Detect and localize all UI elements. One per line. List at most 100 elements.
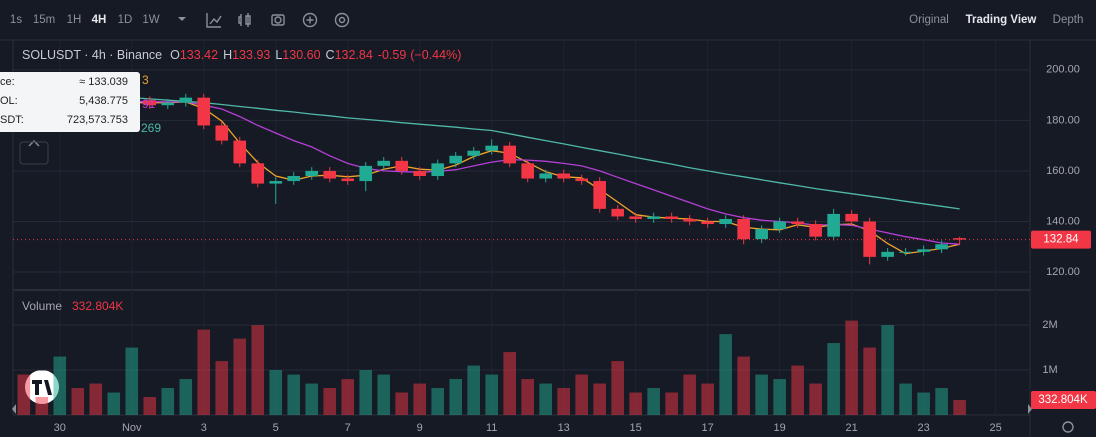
candle-body (215, 125, 229, 141)
candle-body (467, 150, 481, 156)
candle-body (413, 170, 427, 176)
interval-button[interactable]: 4H (92, 14, 107, 26)
candle-body (287, 175, 301, 182)
interval-button[interactable]: 1W (142, 14, 159, 26)
ma-legend-value: 3 (142, 73, 149, 87)
volume-bar (449, 379, 463, 415)
volume-bar (539, 383, 552, 415)
candle-body (395, 160, 409, 171)
ohlc-label: O (170, 48, 180, 62)
interval-button[interactable]: 15m (33, 14, 55, 26)
candle-body (323, 170, 337, 179)
volume-bar (935, 388, 948, 415)
ma-legend-value: 91 (142, 97, 156, 111)
volume-bar (251, 325, 265, 415)
x-tick-label: 7 (345, 422, 351, 434)
ohlc-label: C (325, 48, 335, 62)
interval-button[interactable]: 1H (67, 14, 82, 26)
add-icon-cross (306, 16, 314, 24)
volume-bar (557, 388, 570, 415)
candle-body (809, 224, 822, 237)
candle-body (485, 145, 499, 151)
volume-bar (665, 392, 678, 415)
candle-body (233, 140, 247, 164)
candle-body (161, 102, 175, 106)
candle-body (845, 213, 858, 222)
add-icon[interactable] (302, 12, 318, 28)
candle-body (719, 218, 732, 225)
tooltip-label: ce: (0, 76, 15, 88)
volume-bar (809, 383, 822, 415)
interval-dropdown[interactable] (178, 17, 186, 21)
volume-bar (215, 361, 229, 415)
volume-bar (503, 352, 517, 415)
candle-body (629, 216, 642, 219)
indicators-icon[interactable] (206, 13, 222, 28)
volume-bar (359, 370, 373, 415)
volume-tick-label: 1M (1042, 364, 1057, 376)
candle-body (521, 163, 534, 179)
volume-bar (143, 397, 157, 415)
ohlc-label: L (275, 48, 283, 62)
change-percent: (−0.44%) (410, 48, 462, 62)
symbol-legend: SOLUSDT · 4h · Binance O 133.42 H 133.93 L 130… (22, 48, 463, 62)
volume-bar (647, 388, 660, 415)
settings-icon-core (338, 16, 346, 24)
y-tick-label: 180.00 (1046, 114, 1080, 126)
candle-body (899, 251, 912, 253)
crosshair-tooltip: ce: ≈ 133.039 OL: 5,438.775 SDT: 723,573.753 (0, 72, 140, 132)
x-tick-label: 21 (846, 422, 858, 434)
volume-bar (773, 379, 786, 415)
x-tick-label: 5 (273, 422, 279, 434)
y-tick-label: 140.00 (1046, 215, 1080, 227)
volume-tick-label: 2M (1042, 319, 1057, 331)
x-tick-label: 13 (558, 422, 570, 434)
candle-body (143, 100, 157, 106)
volume-bar (953, 400, 966, 415)
collapse-legend[interactable] (28, 140, 40, 147)
tooltip-value: ≈ 133.039 (79, 76, 128, 88)
collapse-button[interactable] (19, 141, 49, 165)
volume-bar (233, 338, 247, 415)
candle-body (791, 221, 804, 225)
candle-body (593, 181, 606, 209)
chart-type-icon[interactable] (238, 13, 251, 27)
interval-button[interactable]: 1D (118, 14, 133, 26)
screenshot-lens (274, 16, 282, 24)
settings-icon[interactable] (334, 12, 350, 28)
view-button[interactable]: Trading View (966, 14, 1037, 26)
view-button[interactable]: Depth (1053, 14, 1084, 26)
candle-body (575, 178, 588, 182)
volume-bar (827, 343, 840, 415)
x-tick-label: 19 (774, 422, 786, 434)
candle-body (881, 251, 894, 257)
screenshot-icon[interactable] (271, 14, 285, 26)
volume-bar (197, 329, 211, 415)
ohlc-value: 133.93 (232, 48, 271, 62)
y-tick-label: 160.00 (1046, 165, 1080, 177)
logo-badge[interactable] (25, 370, 59, 404)
volume-bar (53, 356, 67, 415)
ohlc-value: 133.42 (179, 48, 219, 62)
volume-bar (863, 347, 876, 415)
tooltip-label: OL: (0, 95, 18, 107)
volume-bar (287, 374, 301, 415)
x-tick-label: 25 (989, 422, 1001, 434)
last-volume-label: 332.804K (1038, 394, 1088, 406)
tooltip-row: ce: ≈ 133.039 (0, 72, 140, 91)
x-tick-label: Nov (122, 422, 142, 434)
volume-bar (629, 392, 642, 415)
volume-bar (575, 374, 588, 415)
volume-bar (377, 374, 391, 415)
ohlc-value: 132.84 (334, 48, 373, 62)
candle-body (377, 160, 391, 166)
tooltip-label: SDT: (0, 114, 24, 126)
volume-bar (719, 334, 732, 415)
interval-button[interactable]: 1s (10, 14, 22, 26)
candle-body (539, 173, 552, 179)
candle-body (179, 97, 193, 103)
view-button[interactable]: Original (909, 14, 949, 26)
time-axis-settings[interactable] (1062, 421, 1074, 433)
